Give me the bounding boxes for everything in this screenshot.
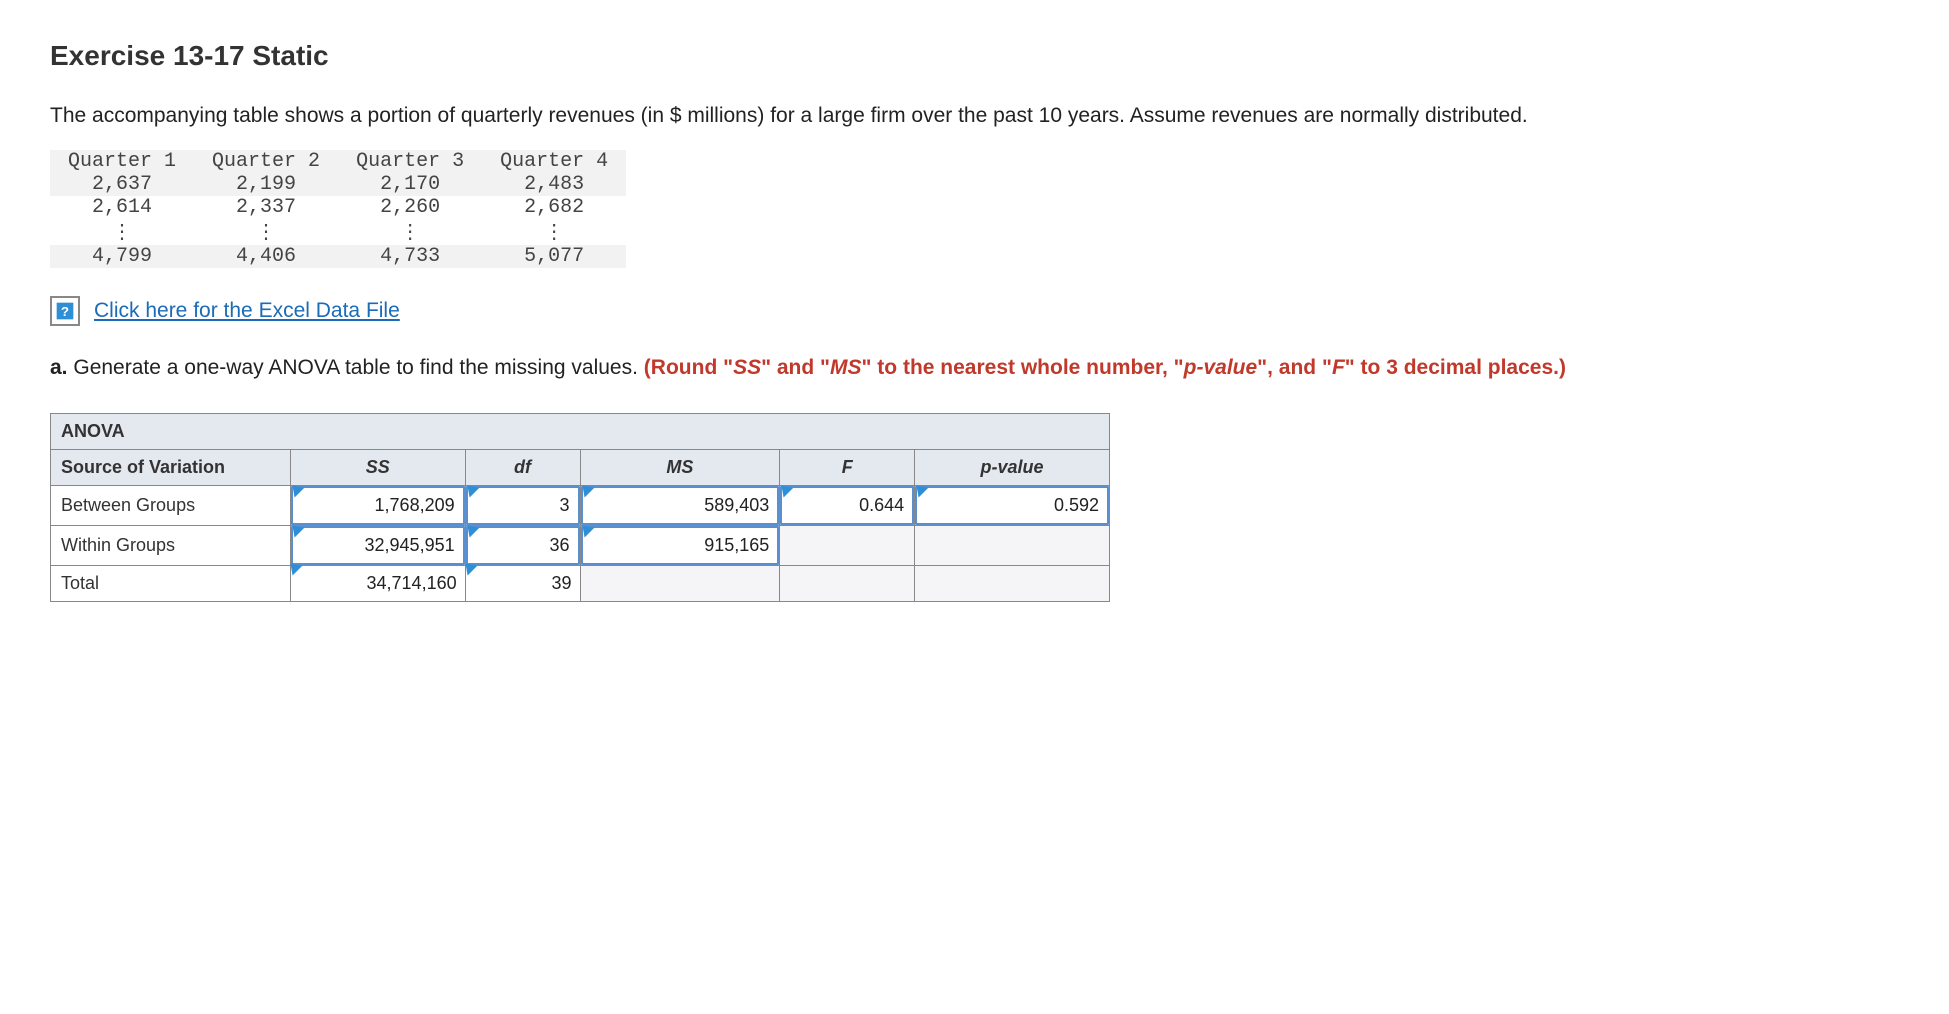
question-label: a. bbox=[50, 356, 68, 379]
df-within-input[interactable] bbox=[468, 528, 578, 563]
instr-ss: SS bbox=[733, 356, 761, 379]
data-cell: 4,799 bbox=[50, 245, 194, 268]
empty-cell bbox=[915, 565, 1110, 601]
question-body: Generate a one-way ANOVA table to find t… bbox=[73, 356, 638, 379]
data-cell: 2,170 bbox=[338, 173, 482, 196]
data-cell: 2,614 bbox=[50, 196, 194, 219]
data-cell: 4,406 bbox=[194, 245, 338, 268]
anova-header-source: Source of Variation bbox=[51, 449, 291, 485]
empty-cell bbox=[915, 525, 1110, 565]
data-cell: 4,733 bbox=[338, 245, 482, 268]
intro-text: The accompanying table shows a portion o… bbox=[50, 102, 1899, 130]
anova-label-within: Within Groups bbox=[51, 525, 291, 565]
anova-label-between: Between Groups bbox=[51, 485, 291, 525]
ss-between-input[interactable] bbox=[293, 488, 463, 523]
df-total-input[interactable] bbox=[466, 566, 580, 601]
excel-data-file-link[interactable]: Click here for the Excel Data File bbox=[94, 299, 400, 323]
data-cell: 2,483 bbox=[482, 173, 626, 196]
anova-table: ANOVA Source of Variation SS df MS F p-v… bbox=[50, 413, 1110, 602]
quarterly-data-table: Quarter 1 Quarter 2 Quarter 3 Quarter 4 … bbox=[50, 150, 626, 268]
data-cell: ⋮ bbox=[482, 219, 626, 245]
anova-header-pvalue: p-value bbox=[915, 449, 1110, 485]
instr: " to the nearest whole number, " bbox=[862, 356, 1184, 379]
instr-ms: MS bbox=[830, 356, 862, 379]
question-mark-icon: ? bbox=[55, 301, 75, 321]
ss-total-input[interactable] bbox=[291, 566, 465, 601]
data-cell: 2,337 bbox=[194, 196, 338, 219]
data-cell: ⋮ bbox=[338, 219, 482, 245]
help-icon[interactable]: ? bbox=[50, 296, 80, 326]
question-text: a. Generate a one-way ANOVA table to fin… bbox=[50, 354, 1899, 382]
ss-within-input[interactable] bbox=[293, 528, 463, 563]
col-header: Quarter 2 bbox=[194, 150, 338, 173]
data-cell: 2,682 bbox=[482, 196, 626, 219]
col-header: Quarter 3 bbox=[338, 150, 482, 173]
ms-between-input[interactable] bbox=[583, 488, 778, 523]
data-cell: ⋮ bbox=[50, 219, 194, 245]
anova-header-df: df bbox=[465, 449, 580, 485]
data-cell: 2,199 bbox=[194, 173, 338, 196]
data-cell: 2,260 bbox=[338, 196, 482, 219]
pvalue-between-input[interactable] bbox=[917, 488, 1107, 523]
df-between-input[interactable] bbox=[468, 488, 578, 523]
empty-cell bbox=[580, 565, 780, 601]
data-cell: 2,637 bbox=[50, 173, 194, 196]
instr: " and " bbox=[761, 356, 830, 379]
instr: (Round " bbox=[644, 356, 733, 379]
col-header: Quarter 4 bbox=[482, 150, 626, 173]
data-cell: ⋮ bbox=[194, 219, 338, 245]
empty-cell bbox=[780, 565, 915, 601]
anova-title: ANOVA bbox=[51, 413, 1110, 449]
empty-cell bbox=[780, 525, 915, 565]
f-between-input[interactable] bbox=[782, 488, 912, 523]
instr: " to 3 decimal places.) bbox=[1345, 356, 1566, 379]
anova-header-ms: MS bbox=[580, 449, 780, 485]
anova-header-ss: SS bbox=[290, 449, 465, 485]
data-cell: 5,077 bbox=[482, 245, 626, 268]
exercise-title: Exercise 13-17 Static bbox=[50, 40, 1899, 72]
ms-within-input[interactable] bbox=[583, 528, 778, 563]
instr-pv: p-value bbox=[1184, 356, 1258, 379]
file-link-row: ? Click here for the Excel Data File bbox=[50, 296, 1899, 326]
instr: ", and " bbox=[1257, 356, 1332, 379]
anova-label-total: Total bbox=[51, 565, 291, 601]
col-header: Quarter 1 bbox=[50, 150, 194, 173]
instr-f: F bbox=[1332, 356, 1345, 379]
anova-header-f: F bbox=[780, 449, 915, 485]
svg-text:?: ? bbox=[61, 304, 69, 319]
